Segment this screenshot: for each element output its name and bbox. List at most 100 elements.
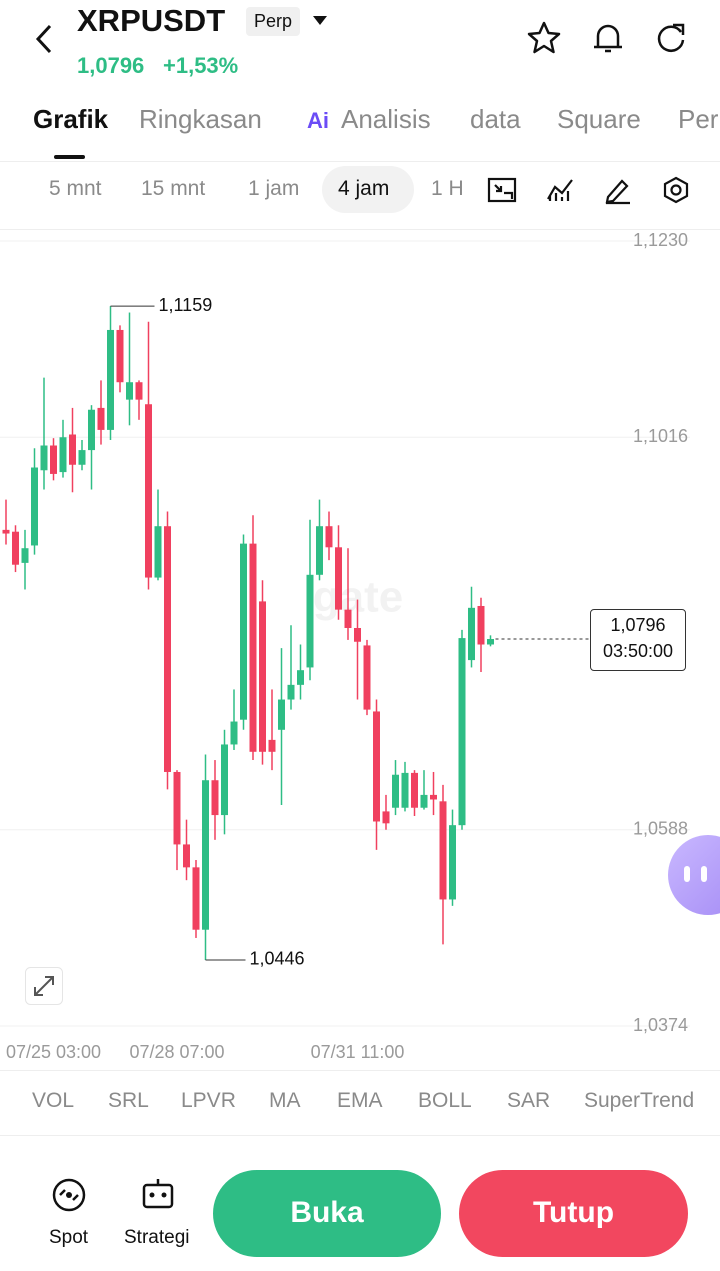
candle-body bbox=[477, 605, 485, 645]
candle-body bbox=[202, 780, 209, 930]
candle-body bbox=[31, 467, 38, 546]
candle-body bbox=[126, 382, 133, 400]
candle-body bbox=[468, 607, 475, 661]
interval[interactable]: 5 mnt bbox=[49, 177, 102, 200]
candle-body bbox=[145, 404, 152, 578]
candle-body bbox=[69, 434, 76, 465]
candle-body bbox=[164, 526, 171, 772]
candle-body bbox=[268, 739, 276, 752]
indicator[interactable]: SuperTrend bbox=[584, 1089, 695, 1112]
interval-selected-bg bbox=[322, 166, 414, 213]
divider bbox=[0, 1135, 720, 1136]
candle-body bbox=[458, 638, 466, 826]
strategy-label[interactable]: Strategi bbox=[124, 1227, 190, 1248]
change: +1,53% bbox=[163, 53, 239, 78]
divider bbox=[0, 229, 720, 230]
refresh-icon[interactable] bbox=[653, 20, 689, 56]
tab[interactable]: Ringkasan bbox=[139, 104, 262, 134]
tab[interactable]: Per bbox=[678, 104, 719, 134]
candle-body bbox=[221, 744, 228, 816]
indicator[interactable]: SAR bbox=[507, 1089, 551, 1112]
interval[interactable]: 1 H bbox=[431, 177, 464, 200]
divider bbox=[0, 1070, 720, 1071]
candle-body bbox=[335, 547, 342, 610]
indicator[interactable]: SRL bbox=[108, 1089, 149, 1112]
candle-body bbox=[97, 407, 105, 430]
strategy-icon[interactable] bbox=[139, 1176, 177, 1214]
y-tick-label: 1,1016 bbox=[633, 426, 688, 446]
settings-icon[interactable] bbox=[660, 175, 692, 205]
candle-body bbox=[259, 601, 266, 752]
candle-body bbox=[88, 409, 95, 451]
candle-body bbox=[373, 711, 380, 822]
interval[interactable]: 15 mnt bbox=[141, 177, 206, 200]
candle-body bbox=[401, 772, 409, 808]
countdown: 03:50:00 bbox=[602, 641, 674, 661]
candle-body bbox=[135, 382, 143, 400]
candle-body bbox=[116, 329, 124, 383]
draw-icon[interactable] bbox=[602, 175, 634, 205]
perp-badge: Perp bbox=[246, 7, 301, 36]
interval[interactable]: 4 jam bbox=[338, 177, 390, 200]
last-price-box bbox=[590, 609, 686, 671]
x-tick-label: 07/25 03:00 bbox=[6, 1042, 101, 1062]
candle-body bbox=[2, 529, 10, 534]
divider bbox=[0, 161, 720, 162]
candle-body bbox=[487, 639, 494, 645]
indicator[interactable]: VOL bbox=[32, 1089, 75, 1112]
bell-icon[interactable] bbox=[590, 20, 626, 56]
close-button-label[interactable]: Tutup bbox=[532, 1196, 615, 1229]
symbol: XRPUSDT bbox=[77, 3, 226, 38]
tab[interactable]: Square bbox=[557, 104, 641, 134]
candle-body bbox=[21, 548, 29, 563]
indicator[interactable]: LPVR bbox=[181, 1089, 236, 1112]
candle-body bbox=[344, 609, 352, 628]
candle-body bbox=[382, 811, 390, 824]
candle-body bbox=[107, 329, 114, 430]
close-button[interactable] bbox=[459, 1170, 688, 1257]
candle-body bbox=[306, 574, 314, 668]
tab[interactable]: Grafik bbox=[33, 104, 109, 134]
indicator[interactable]: MA bbox=[269, 1089, 301, 1112]
indicator-icon[interactable] bbox=[544, 175, 576, 205]
candle-body bbox=[173, 771, 181, 845]
candle-body bbox=[287, 684, 295, 700]
ai-badge: Ai bbox=[307, 108, 329, 133]
indicator[interactable]: EMA bbox=[337, 1089, 383, 1112]
tab[interactable]: Analisis bbox=[341, 104, 431, 134]
x-tick-label: 07/28 07:00 bbox=[129, 1042, 224, 1062]
last-price-label: 1,0796 bbox=[610, 615, 666, 635]
candle-body bbox=[420, 794, 428, 808]
open-button-label[interactable]: Buka bbox=[290, 1196, 364, 1229]
spot-icon[interactable] bbox=[50, 1176, 88, 1214]
candle-body bbox=[297, 670, 304, 685]
expand-button[interactable] bbox=[25, 967, 63, 1005]
min-label: 1,0446 bbox=[250, 949, 305, 969]
x-tick-label: 07/31 11:00 bbox=[311, 1042, 405, 1062]
indicator-bar: VOL SRL LPVR MA EMA BOLL SAR SuperTrend bbox=[0, 1089, 710, 1119]
dropdown-icon[interactable] bbox=[312, 15, 328, 27]
back-button[interactable] bbox=[30, 22, 58, 56]
indicator[interactable]: BOLL bbox=[418, 1089, 472, 1112]
candle-body bbox=[354, 627, 361, 642]
candle-body bbox=[78, 450, 86, 465]
candle-body bbox=[240, 543, 247, 720]
interval[interactable]: 1 jam bbox=[248, 177, 300, 200]
candle-body bbox=[278, 699, 285, 730]
layout-icon[interactable] bbox=[486, 175, 518, 205]
candle-body bbox=[249, 543, 257, 752]
candle-body bbox=[183, 844, 190, 868]
candle-body bbox=[40, 445, 48, 471]
candle-body bbox=[430, 794, 437, 800]
candle-body bbox=[363, 645, 371, 710]
open-button[interactable] bbox=[213, 1170, 441, 1257]
candle-body bbox=[154, 526, 162, 578]
y-tick-label: 1,0588 bbox=[633, 819, 688, 839]
spot-label[interactable]: Spot bbox=[49, 1227, 89, 1248]
tab[interactable]: data bbox=[470, 104, 521, 134]
tab-indicator bbox=[54, 155, 85, 159]
candle-body bbox=[59, 437, 67, 473]
star-icon[interactable] bbox=[526, 20, 562, 56]
candle-body bbox=[192, 867, 200, 930]
